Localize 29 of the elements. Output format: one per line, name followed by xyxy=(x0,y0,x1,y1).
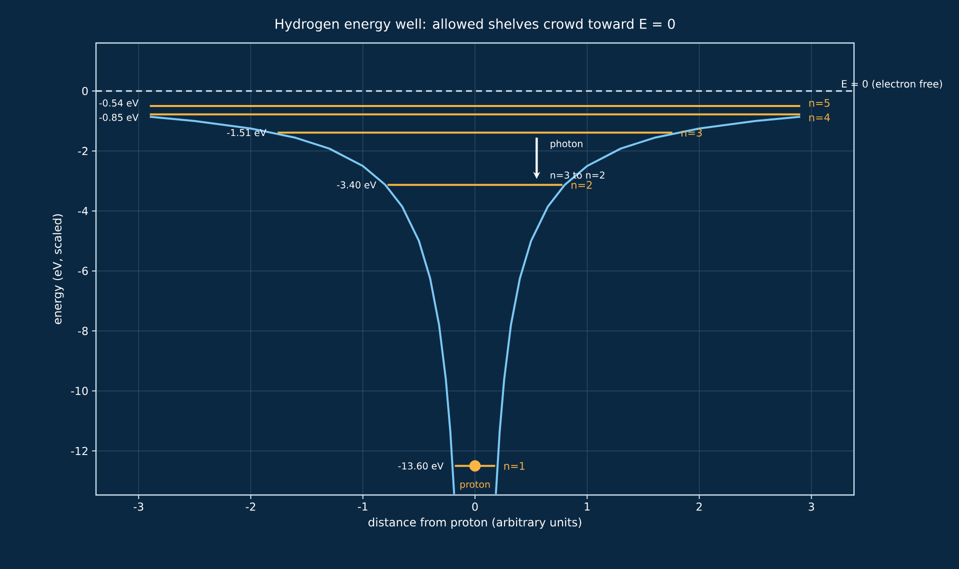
annotation: -13.60 eV xyxy=(398,462,444,470)
annotation: -3.40 eV xyxy=(337,181,376,188)
series-label: proton xyxy=(460,481,490,490)
y-tick-label: -8 xyxy=(78,326,88,336)
annotation: photon xyxy=(550,140,582,150)
annotation: -0.54 eV xyxy=(99,99,139,107)
x-tick-label: 1 xyxy=(584,502,590,511)
annotation: -1.51 eV xyxy=(227,129,266,136)
y-tick-label: 0 xyxy=(82,86,88,96)
series-label: n=1 xyxy=(504,462,524,470)
y-tick-label: -10 xyxy=(71,386,88,396)
y-tick-label: -6 xyxy=(78,266,88,276)
series-label: n=3 xyxy=(682,128,702,137)
y-tick-label: -2 xyxy=(78,146,88,156)
y-tick-label: -4 xyxy=(78,206,88,215)
series-label: n=4 xyxy=(809,114,830,122)
x-tick-label: 0 xyxy=(472,502,478,511)
series-label: n=5 xyxy=(809,99,830,107)
chart-title: Hydrogen energy well: allowed shelves crowd toward E = 0 xyxy=(276,18,675,32)
y-axis-title: energy (eV, scaled) xyxy=(52,214,64,324)
y-tick-label: -12 xyxy=(71,446,88,455)
x-tick-label: -3 xyxy=(134,502,144,511)
x-tick-label: -1 xyxy=(358,502,368,511)
annotation: -0.85 eV xyxy=(99,114,139,121)
x-tick-label: -2 xyxy=(246,502,256,511)
x-tick-label: 2 xyxy=(696,502,702,511)
x-axis-title: distance from proton (arbitrary units) xyxy=(368,518,582,529)
series-label: n=2 xyxy=(572,180,592,189)
x-tick-label: 3 xyxy=(808,502,814,511)
